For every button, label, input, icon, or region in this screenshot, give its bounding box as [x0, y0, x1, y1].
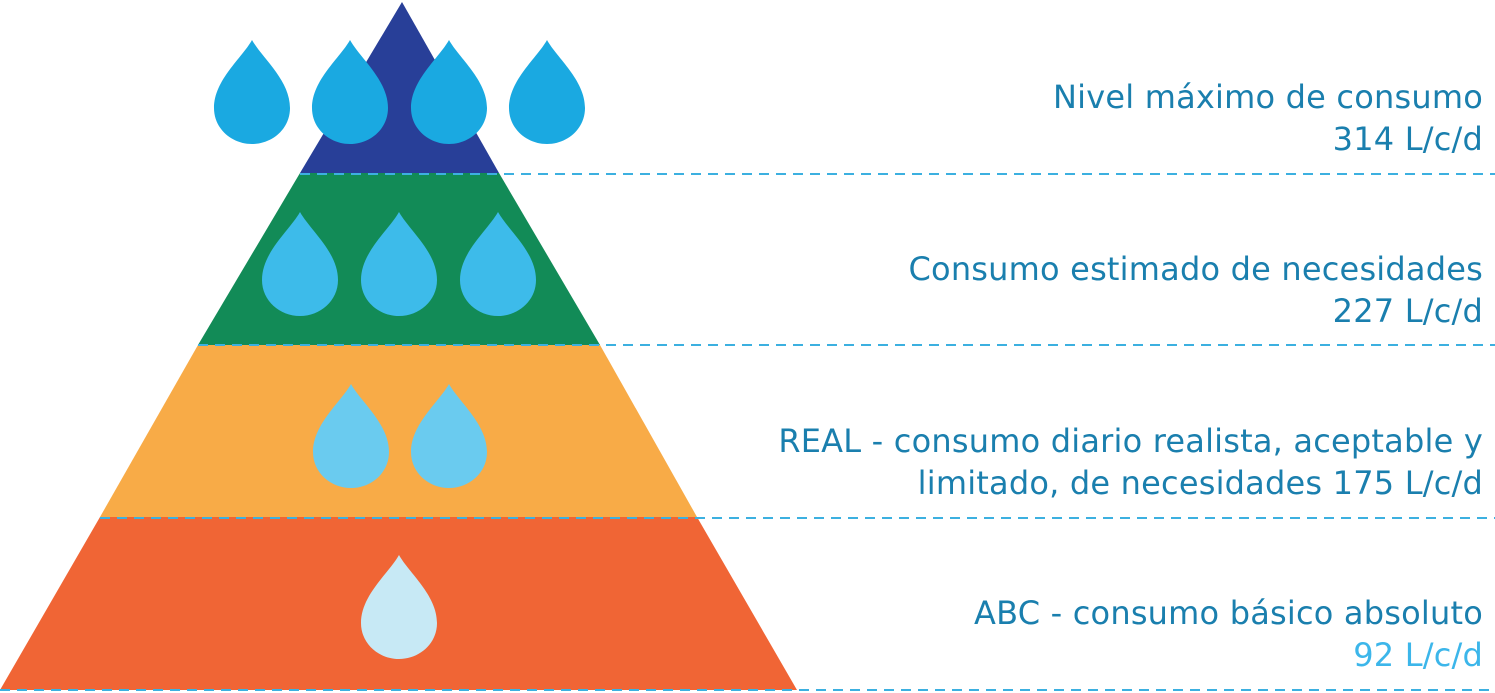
water-drop-icon	[411, 40, 487, 144]
pyramid-band-real	[100, 345, 697, 517]
level-title: REAL - consumo diario realista, aceptabl…	[778, 422, 1483, 460]
water-drop-icon	[262, 212, 338, 316]
level-title: ABC - consumo básico absoluto	[974, 594, 1483, 632]
level-label-real: REAL - consumo diario realista, aceptabl…	[778, 420, 1483, 504]
level-value: 92 L/c/d	[1353, 636, 1483, 674]
water-drop-icon	[460, 212, 536, 316]
level-title-continued: limitado, de necesidades 175 L/c/d	[917, 464, 1483, 502]
drops-real	[313, 384, 487, 488]
water-drop-icon	[361, 555, 437, 659]
water-drop-icon	[214, 40, 290, 144]
level-value: 314 L/c/d	[1332, 120, 1483, 158]
drops-abc	[361, 555, 437, 659]
level-title: Nivel máximo de consumo	[1053, 78, 1483, 116]
level-separators	[0, 173, 1495, 691]
water-drop-icon	[411, 384, 487, 488]
level-value: 227 L/c/d	[1332, 292, 1483, 330]
level-label-abc: ABC - consumo básico absoluto 92 L/c/d	[974, 592, 1483, 676]
water-drop-icon	[509, 40, 585, 144]
level-label-estimado: Consumo estimado de necesidades 227 L/c/…	[909, 248, 1484, 332]
level-title: Consumo estimado de necesidades	[908, 250, 1483, 288]
water-drop-icon	[312, 40, 388, 144]
drops-estimado	[262, 212, 536, 316]
water-drop-icon	[313, 384, 389, 488]
level-label-maximo: Nivel máximo de consumo 314 L/c/d	[1053, 76, 1483, 160]
water-drop-icon	[361, 212, 437, 316]
drops-maximo	[214, 40, 585, 144]
